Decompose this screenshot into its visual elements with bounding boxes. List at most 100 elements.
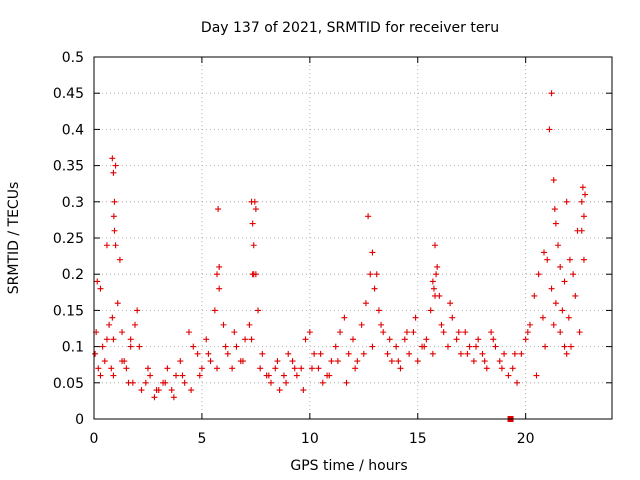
data-point — [332, 343, 339, 350]
data-point — [473, 343, 480, 350]
data-point — [111, 198, 118, 205]
data-point — [535, 271, 542, 278]
data-point — [550, 177, 557, 184]
data-point — [109, 314, 116, 321]
data-point — [578, 198, 585, 205]
data-point — [570, 271, 577, 278]
data-point — [319, 379, 326, 386]
data-point — [561, 343, 568, 350]
data-point — [129, 379, 136, 386]
data-point — [306, 329, 313, 336]
data-point — [509, 365, 516, 372]
data-point — [214, 365, 221, 372]
y-tick-label: 0.4 — [62, 122, 84, 138]
data-point — [280, 372, 287, 379]
x-tick-label: 5 — [197, 431, 206, 447]
data-point — [579, 184, 586, 191]
data-point — [136, 343, 143, 350]
data-point — [220, 321, 227, 328]
data-point — [289, 358, 296, 365]
data-point — [196, 372, 203, 379]
data-point — [457, 350, 464, 357]
data-point — [317, 350, 324, 357]
x-tick-label: 10 — [301, 431, 319, 447]
data-point — [198, 365, 205, 372]
data-point — [308, 365, 315, 372]
data-point — [546, 126, 553, 133]
plot-frame — [93, 56, 613, 420]
data-point — [214, 271, 221, 278]
data-point — [293, 372, 300, 379]
x-tick-label: 20 — [517, 431, 535, 447]
data-point — [110, 372, 117, 379]
grid — [94, 57, 612, 419]
data-point — [447, 300, 454, 307]
data-point — [401, 336, 408, 343]
data-point — [99, 343, 106, 350]
data-point — [541, 249, 548, 256]
data-point — [580, 256, 587, 263]
data-point — [134, 307, 141, 314]
data-point — [433, 271, 440, 278]
data-point — [563, 350, 570, 357]
data-point — [142, 379, 149, 386]
data-point — [265, 372, 272, 379]
data-point — [429, 350, 436, 357]
data-point — [393, 343, 400, 350]
y-tick-label: 0.05 — [53, 376, 84, 392]
y-axis-label: SRMTID / TECUs — [6, 182, 22, 295]
data-point — [341, 314, 348, 321]
data-point — [205, 350, 212, 357]
data-point — [272, 365, 279, 372]
data-point — [276, 387, 283, 394]
data-point — [283, 379, 290, 386]
data-point — [367, 271, 374, 278]
data-point — [112, 162, 119, 169]
data-point — [481, 358, 488, 365]
data-point — [429, 278, 436, 285]
data-point — [274, 358, 281, 365]
data-point — [453, 336, 460, 343]
data-point — [110, 213, 117, 220]
data-point — [483, 365, 490, 372]
data-point — [406, 350, 413, 357]
data-point — [548, 90, 555, 97]
data-points — [92, 90, 589, 422]
data-point — [119, 329, 126, 336]
data-point — [168, 387, 175, 394]
data-point — [386, 336, 393, 343]
data-point — [112, 242, 119, 249]
data-point — [550, 321, 557, 328]
data-point — [496, 358, 503, 365]
data-point — [216, 263, 223, 270]
data-point — [572, 292, 579, 299]
data-point — [514, 379, 521, 386]
y-tick-label: 0.2 — [62, 267, 84, 283]
data-point — [92, 350, 99, 357]
data-point — [432, 292, 439, 299]
data-point — [345, 350, 352, 357]
data-point — [423, 336, 430, 343]
data-point — [501, 350, 508, 357]
data-point — [350, 336, 356, 343]
data-point — [432, 242, 439, 249]
data-point — [384, 350, 391, 357]
data-point — [524, 329, 531, 336]
data-point — [114, 300, 121, 307]
data-point — [215, 206, 222, 213]
data-point — [138, 387, 145, 394]
data-point — [466, 343, 473, 350]
data-point — [211, 307, 218, 314]
data-point — [302, 336, 309, 343]
data-point — [334, 358, 341, 365]
data-point — [249, 220, 256, 227]
data-point — [144, 365, 151, 372]
data-point — [123, 365, 130, 372]
data-point — [298, 365, 305, 372]
data-point — [566, 256, 573, 263]
data-point — [563, 198, 570, 205]
data-point — [311, 350, 318, 357]
data-point — [518, 350, 525, 357]
data-point — [479, 350, 486, 357]
data-point — [548, 285, 555, 292]
